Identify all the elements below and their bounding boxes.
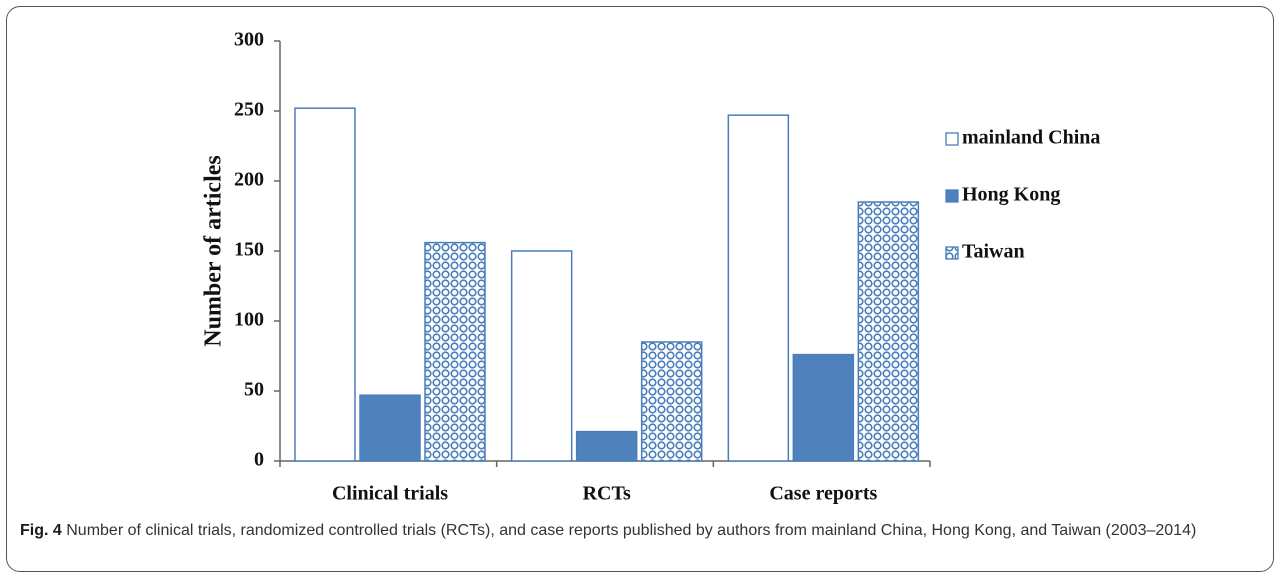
bar [857,201,920,462]
legend-label: Hong Kong [962,184,1060,206]
y-tick-label: 150 [234,239,264,261]
legend-swatch [945,189,959,203]
x-tick-label: Clinical trials [332,483,448,505]
legend-label: Taiwan [962,241,1025,263]
y-tick-label: 0 [254,449,264,471]
figure-frame [6,6,1274,572]
caption-text: Number of clinical trials, randomized co… [66,522,1197,539]
legend-swatch [945,132,959,146]
bar [640,341,703,462]
y-axis-label: Number of articles [201,155,227,347]
legend-label: mainland China [962,127,1100,149]
y-tick-label: 100 [234,309,264,331]
y-tick-label: 250 [234,99,264,121]
bar [510,250,573,462]
caption: Fig. 4 Number of clinical trials, random… [20,520,1260,542]
x-tick-label: Case reports [769,483,877,505]
bar [575,430,638,462]
caption-label: Fig. 4 [20,522,62,539]
bar [294,107,356,462]
y-tick-label: 200 [234,169,264,191]
y-tick-label: 50 [244,379,264,401]
x-tick-label: RCTs [583,483,631,505]
legend-swatch [945,246,959,260]
y-tick-label: 300 [234,29,264,51]
bar [424,241,486,462]
bar [727,114,790,462]
bar [792,353,855,462]
chart: Number of articles 0 50 100 150 200 250 300 Cli… [201,29,1101,505]
bar [359,394,421,462]
